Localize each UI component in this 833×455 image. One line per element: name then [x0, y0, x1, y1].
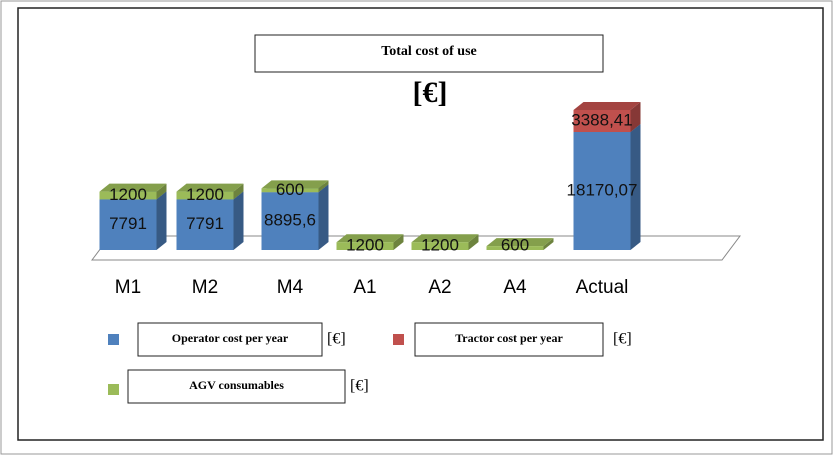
bar [99, 191, 157, 200]
legend-box [127, 369, 346, 404]
bars: M1 7791 1200 M2 7791 1200 M4 8895,6 600 A1 1200 A2 1… [99, 102, 641, 298]
data-label: 8895,6 [264, 211, 316, 230]
bar [486, 246, 544, 250]
legend-label: AGV consumables [189, 378, 284, 392]
legend-unit: [€] [350, 378, 369, 395]
legend-swatch [108, 384, 119, 395]
bar [176, 191, 234, 200]
bar [573, 110, 631, 133]
title-box [254, 34, 604, 73]
x-tick-label: M1 [115, 277, 141, 298]
bar-side [543, 238, 554, 250]
bar-top [99, 183, 167, 192]
bar-top [176, 183, 244, 192]
legend-box [137, 322, 323, 357]
chart-title: Total cost of use [381, 44, 477, 59]
data-label: 3388,41 [571, 110, 632, 129]
data-label: 1200 [109, 185, 147, 204]
bar-side [233, 183, 244, 200]
legend-label: Tractor cost per year [455, 331, 563, 345]
bar [261, 192, 319, 250]
bar-side [393, 234, 404, 250]
bar-top [573, 102, 641, 110]
data-label: 600 [501, 235, 529, 254]
x-tick-label: A1 [353, 277, 376, 298]
bar [573, 132, 631, 250]
bar [336, 242, 394, 250]
bar-top [486, 238, 554, 247]
bar-side [468, 234, 479, 250]
chart-subtitle: [€] [413, 76, 448, 109]
legend-label: Operator cost per year [172, 331, 289, 345]
legend-swatch [108, 334, 119, 345]
bar-side [156, 183, 167, 200]
bar [99, 199, 157, 250]
bar [176, 199, 234, 250]
x-tick-label: A4 [503, 277, 527, 298]
bar-top [411, 234, 479, 243]
legend-unit: [€] [327, 331, 346, 348]
legend-unit: [€] [613, 331, 632, 348]
data-label: 1200 [186, 185, 224, 204]
data-label: 7791 [186, 214, 224, 233]
x-tick-label: M4 [277, 277, 304, 298]
data-label: 7791 [109, 214, 147, 233]
bar-side [233, 191, 244, 250]
bar-side [156, 191, 167, 250]
data-label: 18170,07 [567, 180, 638, 199]
bar-top [336, 234, 404, 243]
legend-swatch [393, 334, 404, 345]
data-label: 1200 [421, 235, 459, 254]
legend: Operator cost per year [€] Tractor cost pe… [108, 322, 632, 404]
data-label: 600 [276, 180, 304, 199]
bar-side [318, 184, 329, 250]
bar [261, 188, 319, 193]
bar-side [318, 180, 329, 193]
x-tick-label: M2 [192, 277, 218, 298]
bar [411, 242, 469, 250]
x-tick-label: A2 [428, 277, 451, 298]
x-tick-label: Actual [576, 277, 629, 298]
bar-top [261, 180, 329, 189]
data-label: 1200 [346, 235, 384, 254]
bar-side [630, 124, 641, 250]
legend-box [414, 322, 604, 357]
bar-side [630, 102, 641, 133]
